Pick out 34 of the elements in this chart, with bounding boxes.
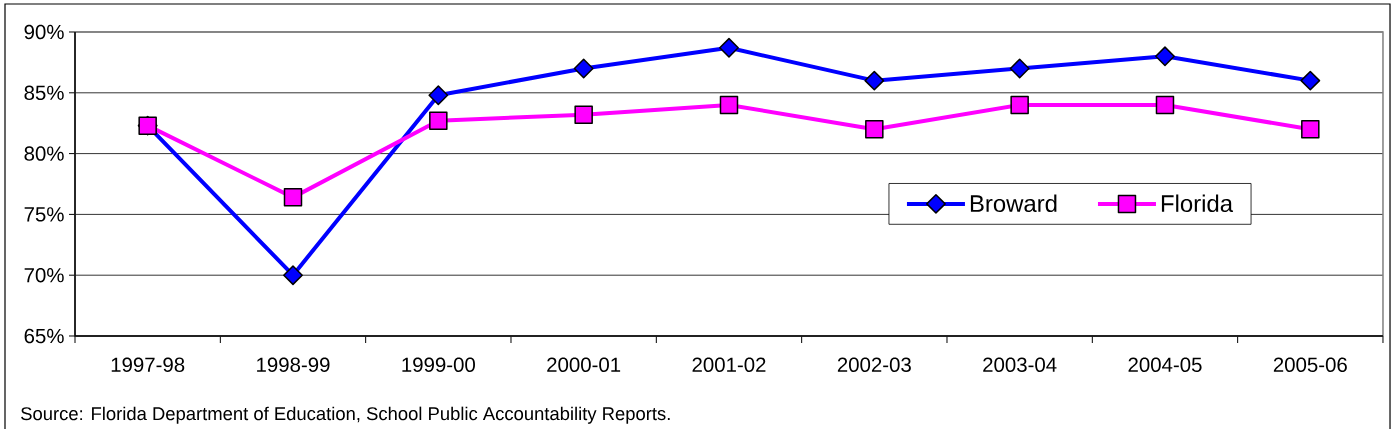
y-tick-label: 65% (24, 328, 64, 344)
point (1009, 58, 1030, 79)
legend-label: Florida (1161, 194, 1234, 213)
point (864, 70, 885, 91)
point (283, 188, 303, 207)
x-tick-label: 1999-00 (402, 357, 475, 372)
point (573, 58, 594, 79)
y-tick-label: 85% (24, 85, 64, 101)
point (429, 111, 448, 131)
y-tick-label: 75% (24, 207, 64, 222)
x-tick-label: 2001-02 (692, 357, 766, 372)
y-tick-label: 90% (24, 24, 64, 40)
point (283, 265, 303, 286)
x-tick-label: 2000-01 (547, 357, 621, 372)
point (719, 37, 739, 58)
x-tick-label: 2005-06 (1273, 357, 1347, 372)
legend-label: Broward (970, 194, 1057, 213)
x-tick-label: 2003-04 (983, 357, 1057, 372)
x-tick-label: 2002-03 (837, 357, 911, 372)
x-tick-label: 1998-99 (257, 357, 330, 372)
point (1010, 95, 1029, 115)
point (719, 95, 739, 115)
x-tick-label: 1997-98 (111, 357, 185, 372)
y-tick-label: 80% (24, 146, 64, 161)
point (1155, 46, 1175, 67)
x-tick-label: 2004-05 (1128, 357, 1202, 372)
point (1300, 70, 1321, 91)
point (574, 105, 593, 124)
point (865, 120, 884, 139)
y-tick-label: 70% (24, 267, 64, 283)
source-note: Source: Florida Department of Education, School Public Accountability Reports. (21, 406, 670, 424)
point (1301, 120, 1320, 139)
point (1155, 95, 1175, 115)
point (428, 85, 449, 106)
